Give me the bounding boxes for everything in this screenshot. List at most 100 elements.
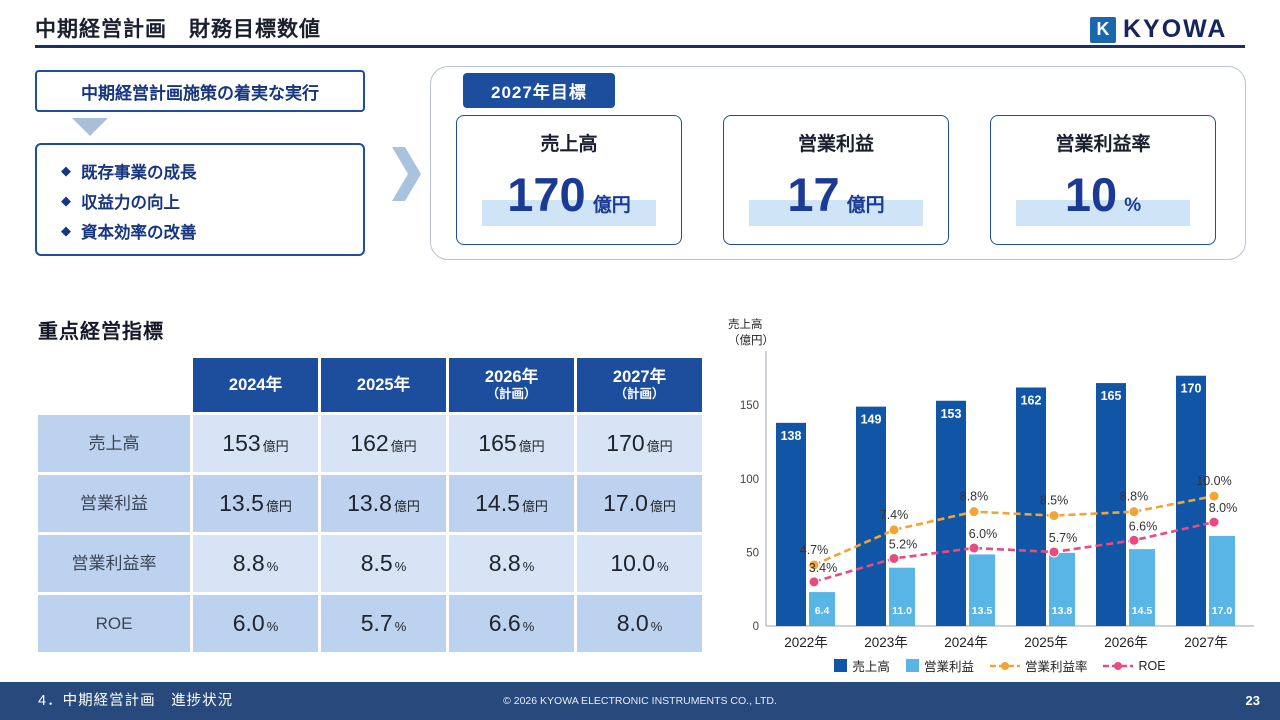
profit-bar (889, 567, 915, 626)
kpi-chart-area: 0 50 100 150 138 6.4 2022年 149 11.0 2023年 153 13.5 2… (726, 316, 1274, 688)
table-value-cell: 14.5 億円 (449, 475, 574, 532)
sales-bar-label: 153 (941, 407, 962, 421)
diamond-bullet-icon: ◆ (61, 163, 71, 178)
table-column-header: 2025年 (321, 358, 446, 412)
sales-bar-label: 138 (781, 429, 802, 443)
strategy-title-label: 中期経営計画施策の着実な実行 (81, 83, 319, 103)
legend-label: ROE (1138, 658, 1166, 673)
target-unit: % (1124, 195, 1142, 216)
table-value-cell: 5.7% (321, 595, 446, 652)
x-axis-label: 2025年 (1024, 635, 1068, 650)
sales-bar (776, 422, 806, 626)
target-card-label: 売上高 (540, 134, 598, 155)
diamond-bullet-icon: ◆ (61, 223, 71, 238)
table-corner-cell (38, 358, 190, 412)
table-value-cell: 10.0% (577, 535, 702, 592)
page-title: 中期経営計画 財務目標数値 (35, 18, 321, 41)
profit-bar (809, 592, 835, 626)
target-card-label: 営業利益 (797, 134, 874, 155)
chart-y-axis-title: 売上高 （億円） (728, 318, 774, 349)
number-highlight (748, 200, 924, 226)
sales-bar-label: 165 (1101, 389, 1122, 403)
legend-bar-swatch-icon (834, 659, 848, 672)
table-value-cell: 165 億円 (449, 415, 574, 472)
legend-label: 営業利益率 (1024, 660, 1088, 674)
line-point (1128, 534, 1140, 546)
line-point (968, 506, 980, 518)
number-highlight (1015, 200, 1191, 226)
target-unit: 億円 (846, 195, 885, 216)
line-point (1048, 546, 1060, 558)
kpi-section-title: 重点経営指標 (38, 321, 164, 343)
profit-bar-label: 17.0 (1212, 605, 1233, 617)
table-value-cell: 6.6% (449, 595, 574, 652)
kyowa-logo-icon: K (1090, 16, 1116, 43)
company-logo: K KYOWA (1090, 15, 1227, 44)
x-axis-label: 2027年 (1184, 635, 1228, 650)
strategy-bullet-label: 資本効率の改善 (81, 224, 197, 242)
kpi-table: 2024年 2025年 2026年 （計画） 2027年 （計画） 売上高 153 億円 162 億… (38, 358, 702, 652)
line-point (1208, 516, 1220, 528)
footer-copyright: © 2026 KYOWA ELECTRONIC INSTRUMENTS CO.,… (503, 695, 777, 707)
percent-label: 3.4% (809, 561, 838, 575)
roe-line (813, 520, 1215, 584)
operating-margin-line (813, 494, 1215, 567)
table-value-cell: 13.8 億円 (321, 475, 446, 532)
title-underline (35, 45, 1245, 48)
y-axis-tick: 0 (753, 621, 759, 633)
target-unit: 億円 (592, 195, 631, 216)
chart-legend: 売上高 営業利益 営業利益率 ROE (726, 656, 1274, 675)
right-chevron-icon (392, 147, 421, 201)
strategy-bullet: ◆ 収益力の向上 (61, 186, 339, 216)
legend-label: 営業利益 (923, 660, 974, 674)
table-value-cell: 8.5% (321, 535, 446, 592)
target-year-badge: 2027年目標 (463, 73, 615, 108)
down-arrow-icon (72, 118, 108, 136)
table-value-cell: 170 億円 (577, 415, 702, 472)
percent-label: 4.7% (800, 543, 829, 557)
percent-label: 8.8% (1120, 490, 1149, 504)
strategy-bullet-label: 収益力の向上 (81, 194, 180, 212)
chart-y-axis-title-line1: 売上高 (728, 319, 763, 331)
profit-bar-label: 6.4 (815, 605, 830, 617)
sales-bar (1096, 383, 1126, 626)
target-value: 10 (1064, 168, 1118, 221)
table-value-cell: 13.5 億円 (193, 475, 318, 532)
profit-bar-label: 13.8 (1052, 605, 1073, 617)
percent-label: 8.8% (960, 490, 989, 504)
x-axis-label: 2024年 (944, 635, 988, 650)
legend-line-swatch-icon (989, 661, 1020, 670)
percent-label: 6.6% (1129, 519, 1158, 533)
strategy-title-box: 中期経営計画施策の着実な実行 (35, 70, 365, 112)
legend-bar-swatch-icon (905, 659, 919, 672)
legend-item-bar: 売上高 (834, 656, 890, 675)
target-card-label: 営業利益率 (1055, 134, 1151, 155)
table-value-cell: 6.0% (193, 595, 318, 652)
target-value: 17 (787, 168, 840, 221)
table-value-cell: 17.0 億円 (577, 475, 702, 532)
table-value-cell: 8.8% (449, 535, 574, 592)
percent-label: 8.5% (1040, 494, 1069, 508)
sales-bar-label: 149 (861, 413, 882, 427)
target-card-sales: 売上高 170 億円 (456, 115, 682, 245)
profit-bar-label: 11.0 (892, 605, 912, 617)
percent-label: 6.0% (969, 527, 998, 541)
line-point (888, 552, 900, 564)
table-value-cell: 162 億円 (321, 415, 446, 472)
x-axis-label: 2026年 (1104, 635, 1148, 650)
table-row-label: ROE (38, 595, 190, 652)
x-axis-label: 2022年 (784, 635, 828, 650)
profit-bar-label: 13.5 (972, 605, 993, 617)
line-point (1048, 510, 1060, 522)
sales-bar (856, 406, 886, 626)
table-row-label: 営業利益 (38, 475, 190, 532)
table-row-label: 売上高 (38, 415, 190, 472)
sales-bar-label: 162 (1021, 394, 1042, 408)
y-axis-tick: 150 (740, 400, 759, 412)
line-point (888, 524, 900, 536)
page-number: 23 (1245, 693, 1260, 708)
y-axis-tick: 50 (746, 547, 759, 559)
strategy-bullet: ◆ 資本効率の改善 (61, 216, 339, 246)
legend-item-bar: 営業利益 (905, 656, 974, 675)
strategy-bullet: ◆ 既存事業の成長 (61, 156, 339, 186)
